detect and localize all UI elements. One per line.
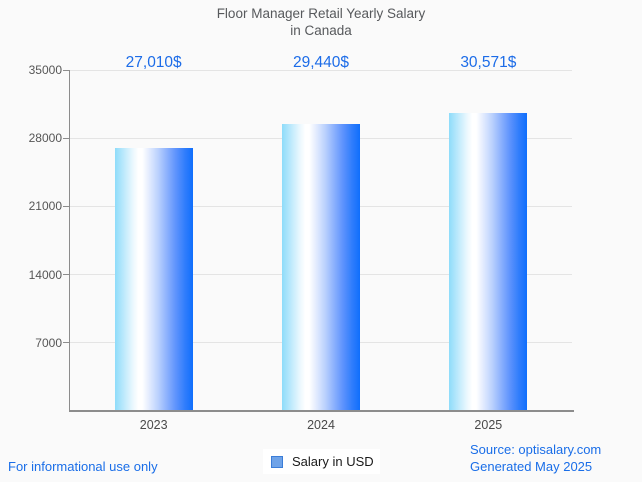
disclaimer-text: For informational use only — [8, 459, 158, 474]
y-tick-21000 — [63, 205, 69, 207]
y-tick-label-28000: 28000 — [28, 131, 62, 146]
y-tick-7000 — [63, 342, 69, 344]
value-label-2023: 27,010$ — [125, 54, 182, 71]
x-axis-label-2023: 2023 — [139, 418, 168, 432]
bar-2023[interactable] — [114, 147, 193, 411]
y-tick-label-7000: 7000 — [35, 335, 62, 350]
y-tick-label-14000: 14000 — [28, 267, 62, 282]
y-tick-35000 — [63, 69, 69, 71]
value-label-2025: 30,571$ — [460, 54, 517, 71]
legend-label: Salary in USD — [292, 454, 374, 469]
source-link[interactable]: Source: optisalary.com — [470, 442, 602, 457]
bar-2024[interactable] — [282, 124, 360, 411]
chart-title: Floor Manager Retail Yearly Salary in Ca… — [0, 5, 642, 39]
legend-marker-square-icon — [271, 455, 283, 468]
y-tick-label-35000: 35000 — [28, 63, 62, 77]
gridline-35000 — [70, 69, 572, 71]
generated-date: Generated May 2025 — [470, 459, 593, 474]
y-tick-14000 — [63, 274, 69, 276]
source-block: Source: optisalary.com Generated May 202… — [470, 441, 601, 475]
bar-2025[interactable] — [449, 113, 528, 411]
y-tick-label-21000: 21000 — [28, 199, 62, 214]
y-axis-line — [69, 70, 70, 412]
x-axis-label-2025: 2025 — [474, 418, 503, 432]
chart-title-line1: Floor Manager Retail Yearly Salary — [216, 6, 426, 21]
y-tick-28000 — [63, 137, 69, 139]
legend[interactable]: Salary in USD — [263, 449, 380, 474]
chart-title-line2: in Canada — [290, 23, 352, 38]
x-axis-line — [69, 410, 574, 412]
value-label-2024: 29,440$ — [292, 54, 350, 71]
x-axis-label-2024: 2024 — [307, 418, 335, 432]
